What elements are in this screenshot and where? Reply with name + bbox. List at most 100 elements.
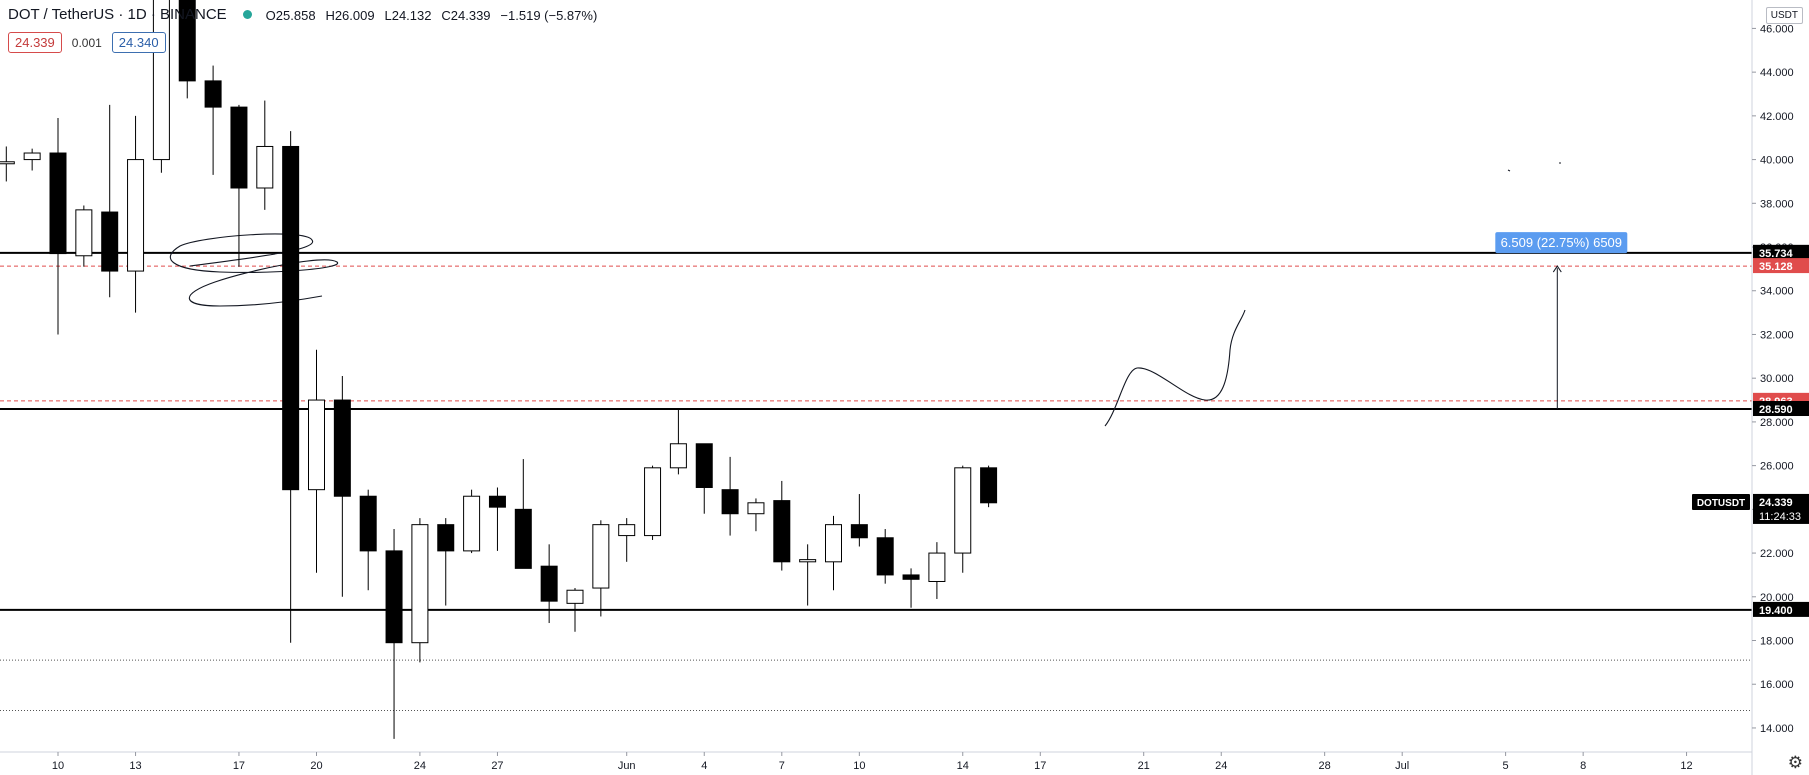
- candle[interactable]: [540, 544, 558, 624]
- x-tick-label: 14: [957, 760, 969, 772]
- bid-ask-quote: 24.339 0.001 24.340: [8, 32, 166, 53]
- candle[interactable]: [385, 529, 403, 739]
- candle[interactable]: [127, 115, 145, 313]
- price-range-measure[interactable]: 6.509 (22.75%) 6509: [1495, 232, 1628, 410]
- y-tick-label: 44.000: [1760, 67, 1794, 79]
- symbol-tag-bg: [1692, 493, 1750, 510]
- y-tick-label: 26.000: [1760, 461, 1794, 473]
- y-tick-label: 14.000: [1760, 723, 1794, 735]
- low-value: L24.132: [384, 7, 432, 23]
- candle[interactable]: [980, 465, 998, 508]
- candle-body-down: [902, 574, 920, 580]
- price-label: 35.128: [1759, 261, 1793, 273]
- candle[interactable]: [773, 480, 791, 571]
- y-tick-label: 38.000: [1760, 198, 1794, 210]
- settings-gear-icon[interactable]: ⚙: [1787, 753, 1803, 772]
- y-tick-label: 30.000: [1760, 373, 1794, 385]
- candle-body-down: [333, 399, 351, 497]
- candle-body-up: [954, 467, 972, 554]
- x-tick-label: Jun: [618, 760, 636, 772]
- candle[interactable]: [0, 146, 15, 182]
- last-price-tag-bg: [1753, 493, 1809, 524]
- candle[interactable]: [101, 104, 119, 298]
- candle[interactable]: [488, 487, 506, 551]
- candle[interactable]: [618, 518, 636, 562]
- price-label-bg: [1753, 244, 1809, 260]
- candle[interactable]: [902, 568, 920, 608]
- horizontal-lines: [0, 251, 1752, 711]
- candle-body-down: [850, 524, 868, 539]
- candle[interactable]: [876, 529, 894, 584]
- candle[interactable]: [799, 544, 817, 606]
- candle[interactable]: [514, 459, 532, 569]
- candle[interactable]: [75, 205, 93, 267]
- candle[interactable]: [825, 515, 842, 591]
- bid-sell-button[interactable]: 24.339: [8, 32, 62, 53]
- price-axis[interactable]: 46.00044.00042.00040.00038.00036.00034.0…: [1692, 0, 1809, 775]
- symbol-legend: DOT / TetherUS · 1D · BINANCE O25.858 H2…: [8, 6, 603, 23]
- freehand-dot-1: [1507, 169, 1511, 172]
- symbol-title[interactable]: DOT / TetherUS · 1D · BINANCE: [8, 6, 227, 23]
- measure-label-box[interactable]: [1495, 232, 1628, 254]
- x-tick-label: 8: [1580, 760, 1586, 772]
- candle[interactable]: [747, 498, 765, 532]
- ask-buy-button[interactable]: 24.340: [111, 32, 166, 53]
- candle[interactable]: [49, 118, 67, 335]
- candle-body-down: [359, 495, 377, 552]
- candle-body-up: [566, 589, 584, 604]
- currency-button[interactable]: USDT: [1765, 7, 1803, 24]
- price-label-bg: [1753, 258, 1809, 274]
- candle[interactable]: [463, 489, 481, 554]
- candle[interactable]: [230, 104, 248, 267]
- spread-value: 0.001: [71, 35, 102, 50]
- candle[interactable]: [437, 518, 455, 606]
- candle[interactable]: [566, 588, 584, 632]
- candle-body-down: [385, 550, 403, 644]
- x-tick-label: Jul: [1395, 760, 1409, 772]
- y-tick-label: 20.000: [1760, 592, 1794, 604]
- candle[interactable]: [282, 131, 300, 643]
- candle-body-up: [928, 552, 946, 582]
- candle-body-up: [256, 145, 274, 189]
- price-label: 19.400: [1759, 605, 1793, 617]
- candle-body-up: [411, 524, 429, 644]
- candle-body-down: [488, 495, 506, 508]
- candle-body-down: [230, 106, 248, 189]
- candle-body-up: [592, 524, 610, 589]
- candle[interactable]: [359, 489, 377, 591]
- candle-body-down: [540, 565, 558, 602]
- candle[interactable]: [695, 443, 713, 514]
- y-tick-label: 46.000: [1760, 23, 1794, 35]
- candle[interactable]: [178, 0, 196, 99]
- candle[interactable]: [592, 520, 610, 617]
- y-tick-label: 16.000: [1760, 679, 1794, 691]
- candle[interactable]: [928, 542, 946, 599]
- candle[interactable]: [644, 465, 662, 540]
- x-tick-label: 21: [1138, 760, 1150, 772]
- candle[interactable]: [23, 148, 41, 171]
- candle-body-up: [0, 161, 15, 165]
- y-tick-label: 40.000: [1760, 155, 1794, 167]
- candle[interactable]: [411, 518, 429, 663]
- candle[interactable]: [669, 408, 687, 475]
- x-tick-label: 10: [853, 760, 865, 772]
- price-label: 28.590: [1759, 404, 1793, 416]
- candle[interactable]: [204, 65, 222, 175]
- candle[interactable]: [152, 0, 170, 173]
- market-status-dot-icon: [242, 10, 252, 19]
- candle[interactable]: [256, 100, 274, 210]
- candle[interactable]: [850, 494, 868, 547]
- candles: [0, 0, 998, 739]
- x-tick-label: 12: [1680, 760, 1692, 772]
- candle[interactable]: [721, 456, 739, 536]
- y-tick-label: 18.000: [1760, 636, 1794, 648]
- candle[interactable]: [308, 349, 325, 573]
- ohlc-values: O25.858 H26.009 L24.132 C24.339 −1.519 (…: [266, 7, 604, 23]
- candle-body-up: [825, 524, 842, 563]
- candle-body-down: [204, 80, 222, 108]
- candle[interactable]: [333, 376, 351, 597]
- time-axis[interactable]: 10 13 17 20 24 27 Jun 4 7 10 14 17 21 24 28 Jul 5 8 12: [0, 751, 1752, 772]
- candle[interactable]: [954, 465, 972, 573]
- x-tick-label: 27: [491, 760, 503, 772]
